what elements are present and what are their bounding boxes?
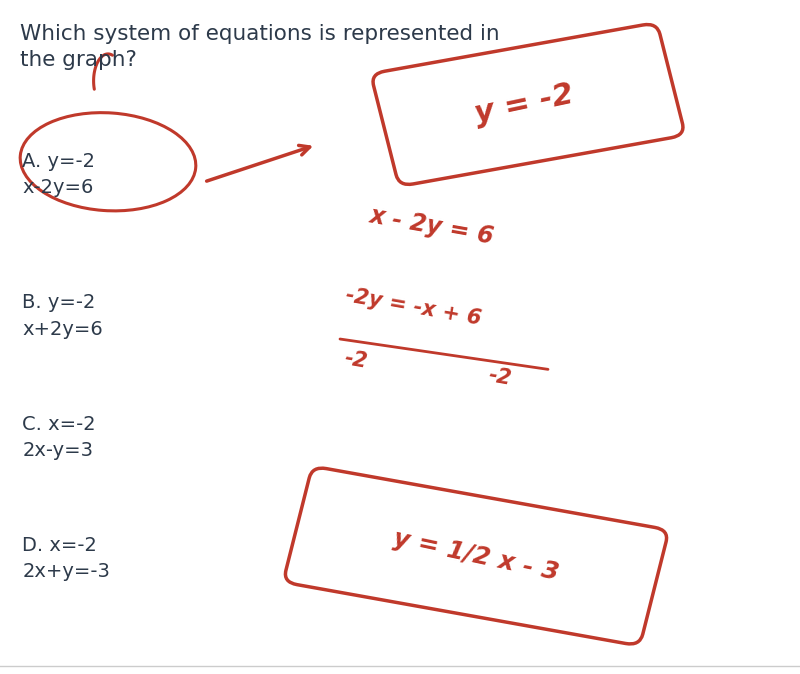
Text: D. x=-2
2x+y=-3: D. x=-2 2x+y=-3 bbox=[22, 536, 110, 582]
Text: -2: -2 bbox=[487, 365, 513, 390]
Text: A. y=-2
x-2y=6: A. y=-2 x-2y=6 bbox=[22, 152, 95, 197]
Text: -2: -2 bbox=[343, 348, 369, 373]
Text: B. y=-2
x+2y=6: B. y=-2 x+2y=6 bbox=[22, 293, 103, 339]
Text: -2y = -x + 6: -2y = -x + 6 bbox=[344, 285, 482, 328]
Text: Which system of equations is represented in
the graph?: Which system of equations is represented… bbox=[20, 24, 500, 70]
Text: y = -2: y = -2 bbox=[472, 80, 576, 129]
Text: x - 2y = 6: x - 2y = 6 bbox=[368, 203, 496, 249]
Text: y = 1/2 x - 3: y = 1/2 x - 3 bbox=[391, 527, 561, 585]
Text: C. x=-2
2x-y=3: C. x=-2 2x-y=3 bbox=[22, 415, 96, 460]
